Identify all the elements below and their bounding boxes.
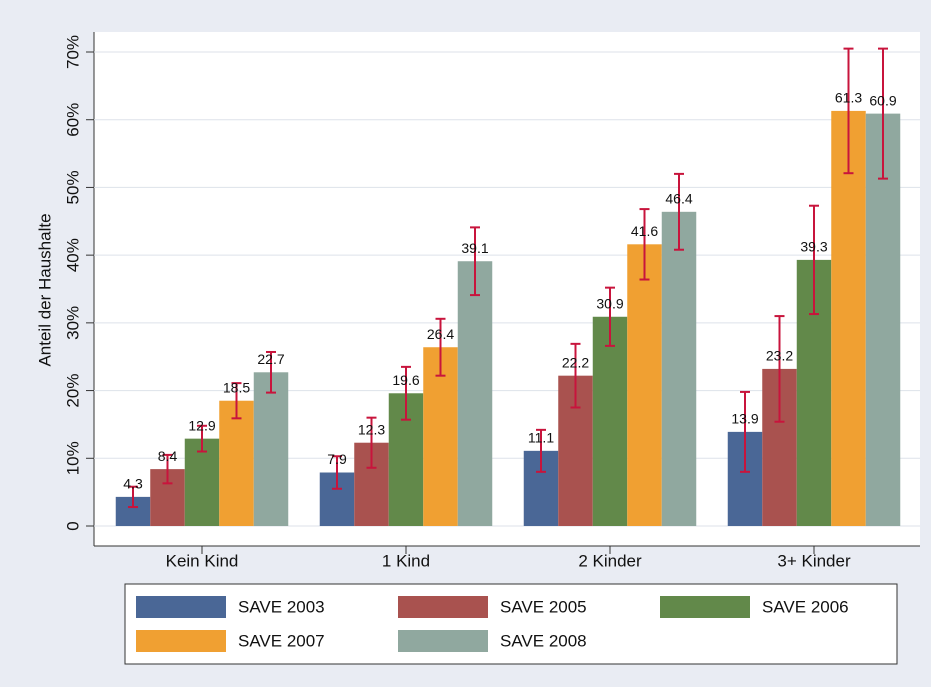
legend-label: SAVE 2005	[500, 597, 587, 616]
error-bar	[366, 416, 377, 469]
y-tick-label: 40%	[63, 238, 82, 272]
error-bar	[570, 342, 581, 409]
value-label: 60.9	[869, 92, 896, 108]
bar	[457, 261, 493, 526]
legend-label: SAVE 2008	[500, 631, 587, 650]
bar	[184, 438, 220, 526]
y-tick-label: 60%	[63, 103, 82, 137]
error-bar	[809, 204, 819, 316]
x-tick-label: 3+ Kinder	[777, 551, 851, 570]
legend-swatch	[136, 630, 226, 652]
error-bar	[266, 350, 276, 394]
value-label: 13.9	[731, 411, 758, 427]
error-bar	[470, 226, 480, 297]
value-label: 46.4	[665, 191, 692, 207]
legend-swatch	[136, 596, 226, 618]
error-bar	[332, 455, 342, 490]
legend-swatch	[398, 630, 488, 652]
error-bar	[843, 47, 854, 175]
error-bar	[878, 47, 888, 180]
y-tick-label: 0	[63, 521, 82, 530]
legend-swatch	[398, 596, 488, 618]
bar	[219, 400, 254, 526]
value-label: 39.3	[800, 239, 827, 255]
error-bar	[605, 286, 615, 347]
value-label: 39.1	[461, 240, 488, 256]
bar	[627, 244, 662, 526]
value-label: 26.4	[427, 326, 454, 342]
error-bar	[639, 208, 650, 281]
value-label: 19.6	[392, 372, 419, 388]
y-tick-label: 20%	[63, 374, 82, 408]
value-label: 61.3	[835, 90, 862, 106]
error-bar	[128, 485, 138, 509]
legend-swatch	[660, 596, 750, 618]
y-axis-title: Anteil der Haushalte	[35, 213, 54, 366]
error-bar	[536, 428, 546, 473]
error-bar	[774, 315, 785, 423]
value-label: 12.9	[188, 417, 215, 433]
error-bar	[740, 390, 750, 473]
error-bar	[231, 382, 242, 420]
bar	[423, 347, 458, 526]
y-tick-label: 70%	[63, 35, 82, 69]
bar	[831, 110, 866, 526]
value-label: 22.7	[257, 351, 284, 367]
error-bar	[674, 172, 684, 251]
value-label: 23.2	[766, 348, 793, 364]
y-tick-label: 10%	[63, 441, 82, 475]
y-tick-label: 50%	[63, 170, 82, 204]
error-bar	[401, 365, 411, 421]
bar	[253, 372, 289, 526]
bar	[661, 211, 697, 526]
x-tick-label: 2 Kinder	[578, 551, 642, 570]
value-label: 11.1	[528, 430, 554, 446]
value-label: 22.2	[562, 354, 589, 370]
legend-label: SAVE 2006	[762, 597, 849, 616]
error-bar	[197, 424, 207, 453]
value-label: 4.3	[123, 476, 143, 492]
value-label: 12.3	[358, 421, 385, 437]
value-label: 30.9	[596, 295, 623, 311]
error-bar	[435, 317, 446, 377]
legend-label: SAVE 2003	[238, 597, 325, 616]
legend-box	[124, 583, 898, 665]
x-tick-label: 1 Kind	[382, 551, 430, 570]
value-label: 7.9	[327, 451, 347, 467]
x-tick-label: Kein Kind	[166, 551, 239, 570]
bar	[865, 113, 901, 527]
legend-label: SAVE 2007	[238, 631, 325, 650]
y-tick-label: 30%	[63, 306, 82, 340]
value-label: 18.5	[223, 379, 250, 395]
bar	[592, 316, 628, 526]
value-label: 41.6	[631, 223, 658, 239]
error-bar	[162, 453, 173, 485]
value-label: 8.4	[158, 448, 178, 464]
